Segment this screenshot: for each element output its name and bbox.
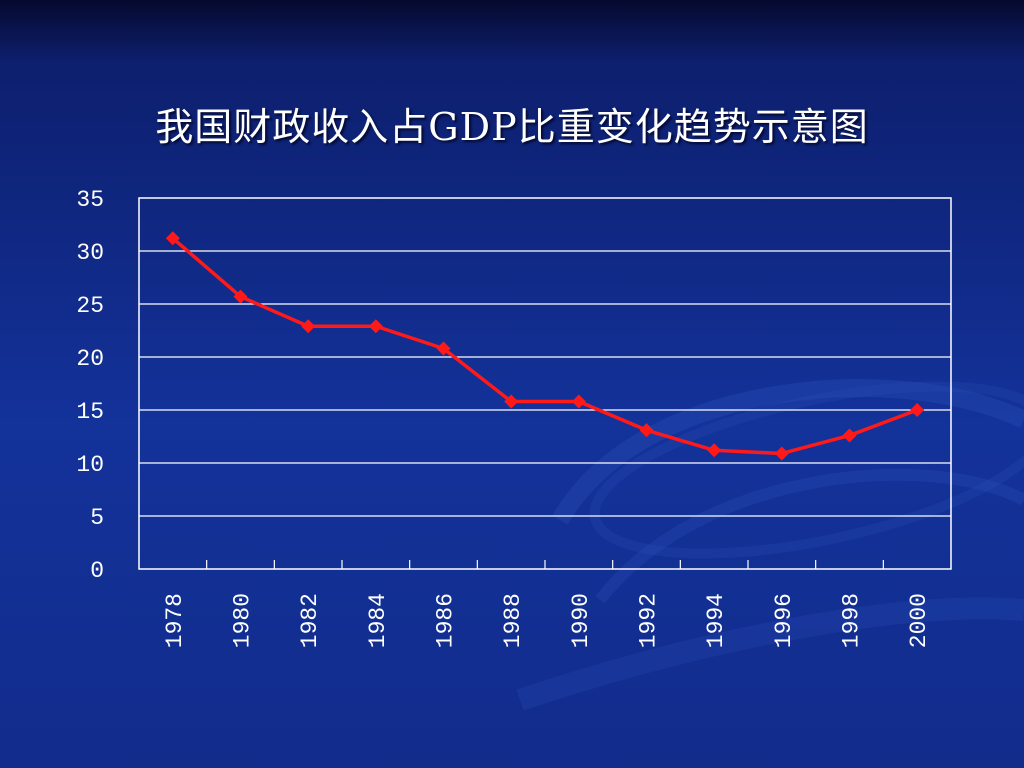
data-point-marker — [707, 443, 722, 458]
y-tick-label: 35 — [76, 187, 104, 213]
x-axis-tick-labels: 1978 1980 1982 1984 1986 1988 1990 1992 1994 1996… — [162, 593, 932, 648]
data-point-marker — [301, 319, 316, 334]
x-tick-label: 1988 — [500, 593, 526, 648]
y-tick-label: 15 — [76, 399, 104, 425]
data-point-marker — [436, 341, 451, 356]
x-tick-label: 1984 — [365, 593, 391, 648]
y-axis-tick-labels: 0 5 10 15 20 25 30 35 — [76, 187, 104, 584]
data-point-marker — [571, 394, 586, 409]
x-tick-label: 1982 — [297, 593, 323, 648]
data-point-marker — [165, 231, 180, 246]
y-tick-label: 30 — [76, 240, 104, 266]
data-point-marker — [233, 289, 248, 304]
y-tick-label: 10 — [76, 452, 104, 478]
data-point-marker — [842, 428, 857, 443]
plot-area-frame — [138, 197, 952, 570]
y-tick-label: 5 — [90, 505, 104, 531]
x-tick-label: 1990 — [568, 593, 594, 648]
x-tick-label: 1986 — [433, 593, 459, 648]
y-tick-label: 20 — [76, 346, 104, 372]
series-markers — [165, 231, 925, 461]
data-point-marker — [774, 446, 789, 461]
data-point-marker — [910, 403, 925, 417]
y-tick-label: 0 — [90, 558, 104, 584]
x-tick-label: 1998 — [839, 593, 865, 648]
x-axis-ticks — [206, 560, 884, 569]
slide-title: 我国财政收入占GDP比重变化趋势示意图 — [155, 105, 869, 149]
data-point-marker — [504, 394, 519, 409]
x-tick-label: 1978 — [162, 593, 188, 648]
x-tick-label: 1994 — [703, 593, 729, 648]
data-point-marker — [639, 423, 654, 438]
x-tick-label: 2000 — [906, 593, 932, 648]
series-line — [171, 236, 918, 456]
y-tick-label: 25 — [76, 293, 104, 319]
x-tick-label: 1992 — [636, 593, 662, 648]
x-tick-label: 1996 — [771, 593, 797, 648]
x-tick-label: 1980 — [230, 593, 256, 648]
grid-lines — [139, 250, 951, 517]
data-point-marker — [368, 319, 383, 334]
